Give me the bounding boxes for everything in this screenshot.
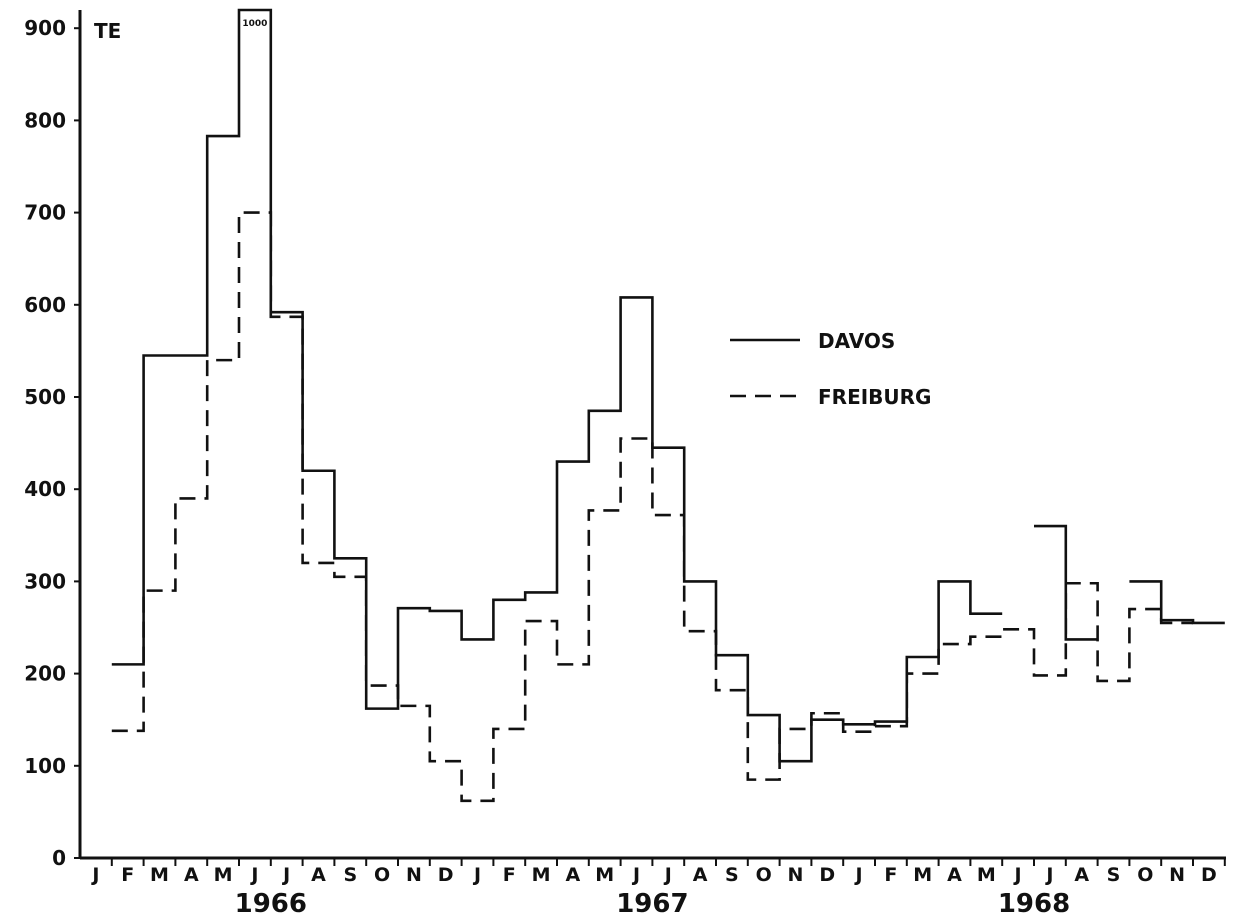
month-label: N bbox=[1169, 864, 1185, 886]
y-tick-label: 300 bbox=[24, 569, 66, 593]
month-label: M bbox=[595, 864, 614, 886]
year-label: 1968 bbox=[998, 889, 1070, 919]
month-label: J bbox=[249, 864, 258, 886]
month-label: M bbox=[532, 864, 551, 886]
year-label: 1967 bbox=[616, 889, 688, 919]
month-label: J bbox=[663, 864, 672, 886]
legend-label-davos: DAVOS bbox=[818, 329, 895, 353]
series-line-davos bbox=[111, 8, 1225, 763]
month-label: F bbox=[503, 864, 516, 886]
month-label: S bbox=[343, 864, 357, 886]
month-label: N bbox=[406, 864, 422, 886]
month-label: F bbox=[121, 864, 134, 886]
month-label: J bbox=[281, 864, 290, 886]
month-label: M bbox=[977, 864, 996, 886]
month-label: D bbox=[1201, 864, 1217, 886]
legend: DAVOS FREIBURG bbox=[730, 329, 931, 409]
month-label: A bbox=[311, 864, 326, 886]
month-label: J bbox=[472, 864, 481, 886]
series-layer bbox=[111, 8, 1225, 803]
month-label: J bbox=[1013, 864, 1022, 886]
y-tick-label: 0 bbox=[52, 846, 66, 870]
month-label: D bbox=[819, 864, 835, 886]
y-tick-label: 400 bbox=[24, 477, 66, 501]
month-label: D bbox=[438, 864, 454, 886]
month-label: M bbox=[913, 864, 932, 886]
month-label: J bbox=[90, 864, 99, 886]
y-tick-label: 600 bbox=[24, 293, 66, 317]
y-tick-label: 700 bbox=[24, 201, 66, 225]
month-label: A bbox=[693, 864, 708, 886]
y-tick-label: 100 bbox=[24, 754, 66, 778]
year-label: 1966 bbox=[235, 889, 307, 919]
month-label: A bbox=[184, 864, 199, 886]
series-line-freiburg bbox=[111, 211, 1193, 803]
month-label: J bbox=[854, 864, 863, 886]
legend-label-freiburg: FREIBURG bbox=[818, 385, 931, 409]
off-scale-value-label: 1000 bbox=[242, 19, 267, 29]
month-label: J bbox=[631, 864, 640, 886]
month-label: O bbox=[374, 864, 390, 886]
month-label: M bbox=[214, 864, 233, 886]
month-label: A bbox=[1074, 864, 1089, 886]
y-tick-label: 900 bbox=[24, 16, 66, 40]
y-tick-label: 200 bbox=[24, 662, 66, 686]
y-tick-label: 800 bbox=[24, 108, 66, 132]
month-label: S bbox=[725, 864, 739, 886]
month-label: O bbox=[1137, 864, 1153, 886]
month-label: O bbox=[756, 864, 772, 886]
month-label: J bbox=[1044, 864, 1053, 886]
month-label: F bbox=[884, 864, 897, 886]
y-unit-label: TE bbox=[94, 19, 121, 43]
year-labels: 1966 1967 1968 bbox=[235, 889, 1071, 919]
month-label: S bbox=[1107, 864, 1121, 886]
month-label: M bbox=[150, 864, 169, 886]
y-ticks: 0 100 200 300 400 500 600 700 800 900 bbox=[24, 16, 80, 870]
y-tick-label: 500 bbox=[24, 385, 66, 409]
annotations: 1000 bbox=[242, 19, 267, 29]
month-label: A bbox=[947, 864, 962, 886]
month-label: A bbox=[566, 864, 581, 886]
month-label: N bbox=[788, 864, 804, 886]
